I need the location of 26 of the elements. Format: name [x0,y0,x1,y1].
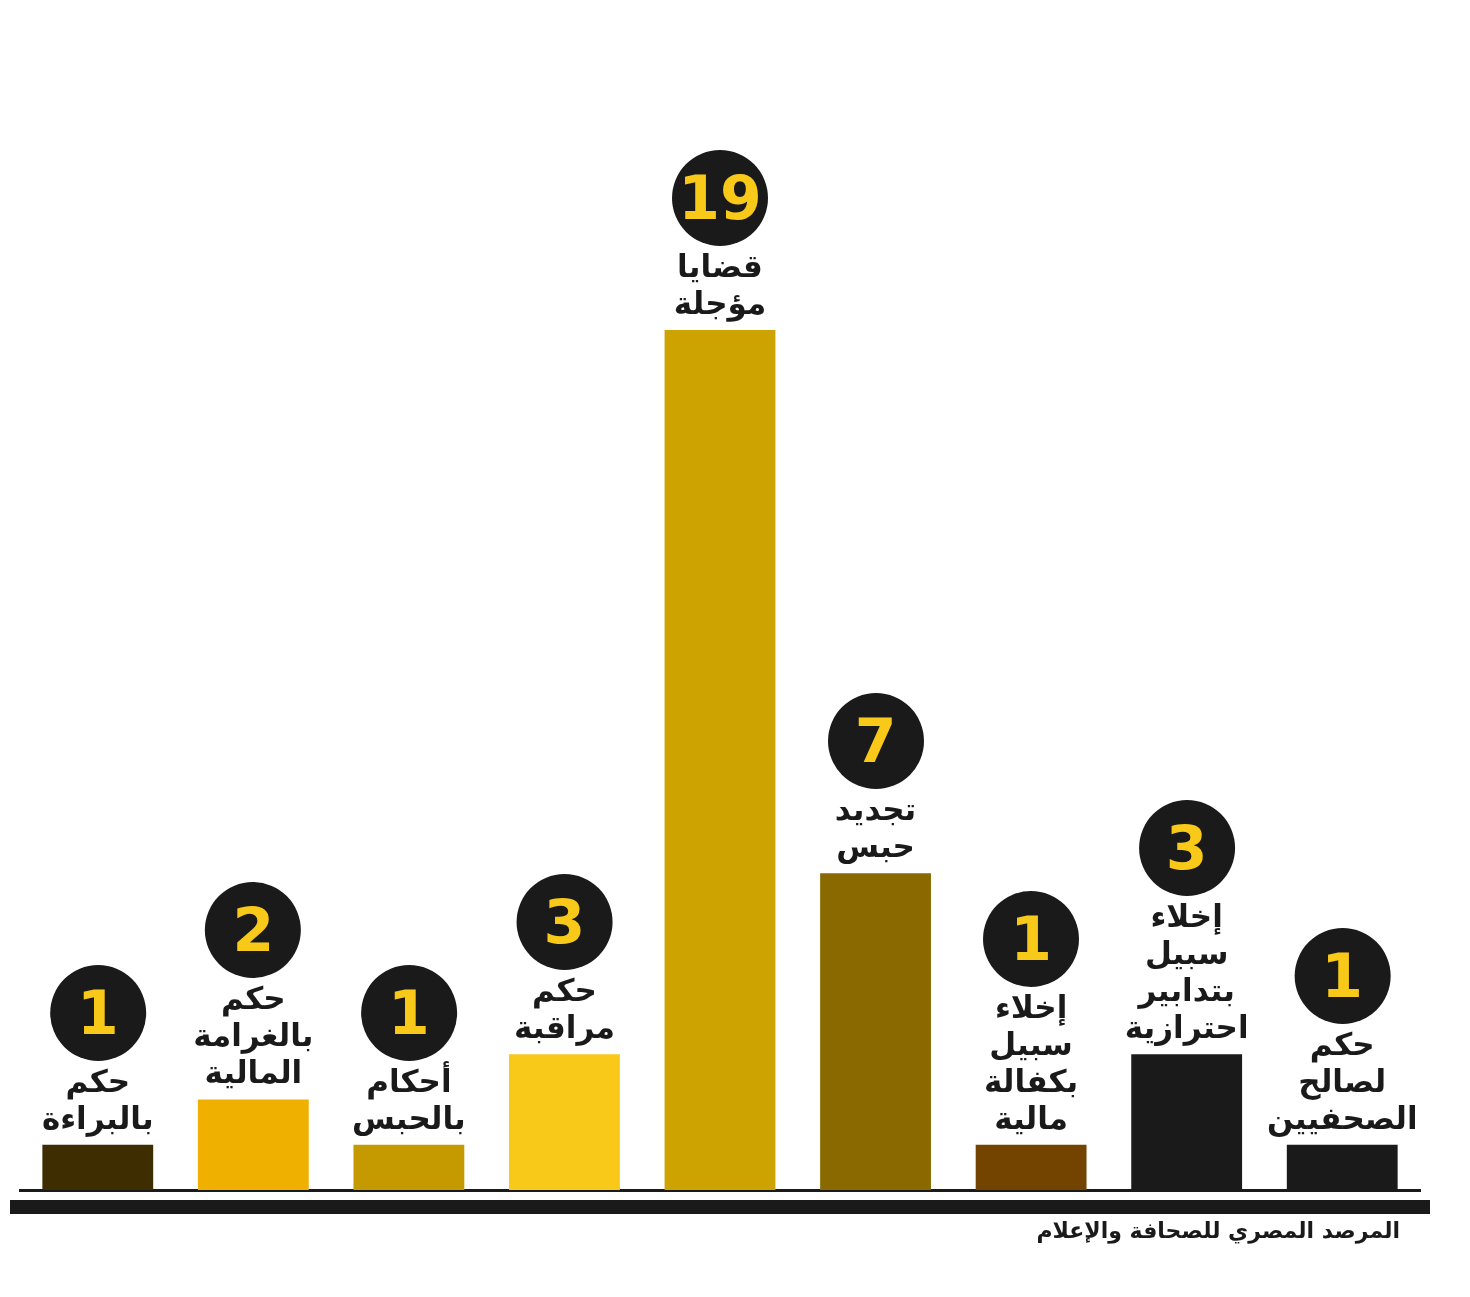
text: المرصد المصري للصحافة والإعلام [10,1200,1430,1243]
data-label: 7 [827,693,924,790]
data-label: 1 [1294,927,1391,1024]
data-label: 3 [516,874,613,971]
bar [509,1054,620,1190]
x-tick-label: أحكام بالحبس [352,1062,466,1137]
bar [820,873,931,1190]
bar [975,1144,1087,1190]
x-tick-label: حكم مراقبة [514,972,615,1047]
data-label: 1 [983,890,1080,987]
bar [353,1144,465,1190]
data-label: 1 [49,964,146,1061]
x-tick-label: إخلاء سبيل بكفالة مالية [984,988,1079,1137]
bar [42,1144,154,1190]
bar [664,330,776,1190]
data-label: 19 [672,150,768,246]
data-label: 2 [205,882,302,979]
x-tick-label: قضايا مؤجلة [673,248,767,322]
data-label: 3 [1138,800,1235,897]
x-tick-label: حكم لصالح الصحفيين [1266,1025,1418,1137]
data-label: 1 [360,964,457,1061]
bar [197,1099,309,1190]
x-tick-label: إخلاء سبيل بتدابير احترازية [1124,898,1249,1047]
x-tick-label: تجديد حبس [834,791,917,866]
x-tick-label: حكم بالبراءة [41,1062,154,1137]
x-tick-label: حكم بالغرامة المالية [193,980,314,1092]
